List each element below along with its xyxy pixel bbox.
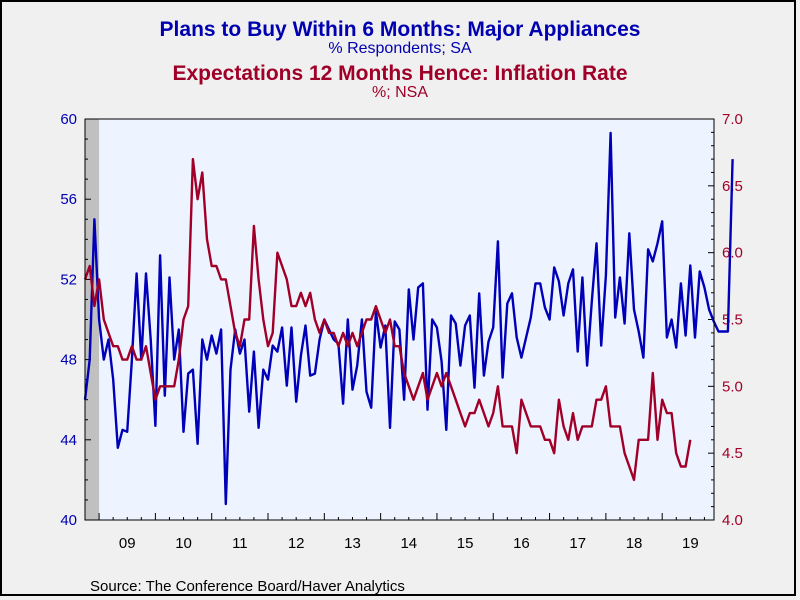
right-tick-label: 6.0 <box>722 245 743 262</box>
x-tick-label: 15 <box>457 535 474 552</box>
appliances-series-line <box>83 131 734 506</box>
x-tick-label: 12 <box>288 535 305 552</box>
chart-title-inflation: Expectations 12 Months Hence: Inflation … <box>172 62 628 85</box>
chart-subtitle-appliances: % Respondents; SA <box>328 40 472 57</box>
plot-border <box>84 118 715 521</box>
left-tick-label: 40 <box>60 512 77 529</box>
plot-area <box>85 119 714 520</box>
right-tick-label: 5.5 <box>722 312 743 329</box>
right-tick-label: 7.0 <box>722 111 743 128</box>
right-tick-label: 4.0 <box>722 512 743 529</box>
chart-subtitle-inflation: %; NSA <box>371 84 428 101</box>
left-tick-label: 56 <box>60 191 77 208</box>
right-tick-label: 4.5 <box>722 445 743 462</box>
left-tick-label: 44 <box>60 432 77 449</box>
x-tick-label: 18 <box>626 535 643 552</box>
x-tick-label: 10 <box>175 535 192 552</box>
x-tick-label: 19 <box>682 535 699 552</box>
right-tick-label: 5.0 <box>722 378 743 395</box>
x-tick-label: 17 <box>569 535 586 552</box>
series-lines <box>83 131 734 506</box>
x-tick-label: 13 <box>344 535 361 552</box>
left-tick-label: 60 <box>60 111 77 128</box>
x-tick-label: 16 <box>513 535 530 552</box>
inflation-series-line <box>83 157 692 482</box>
x-tick-label: 09 <box>119 535 136 552</box>
source-note: Source: The Conference Board/Haver Analy… <box>90 578 405 595</box>
x-tick-label: 11 <box>232 535 248 552</box>
chart-title-appliances: Plans to Buy Within 6 Months: Major Appl… <box>159 18 641 41</box>
left-tick-label: 48 <box>60 352 77 369</box>
left-tick-label: 52 <box>60 271 77 288</box>
x-tick-label: 14 <box>400 535 417 552</box>
